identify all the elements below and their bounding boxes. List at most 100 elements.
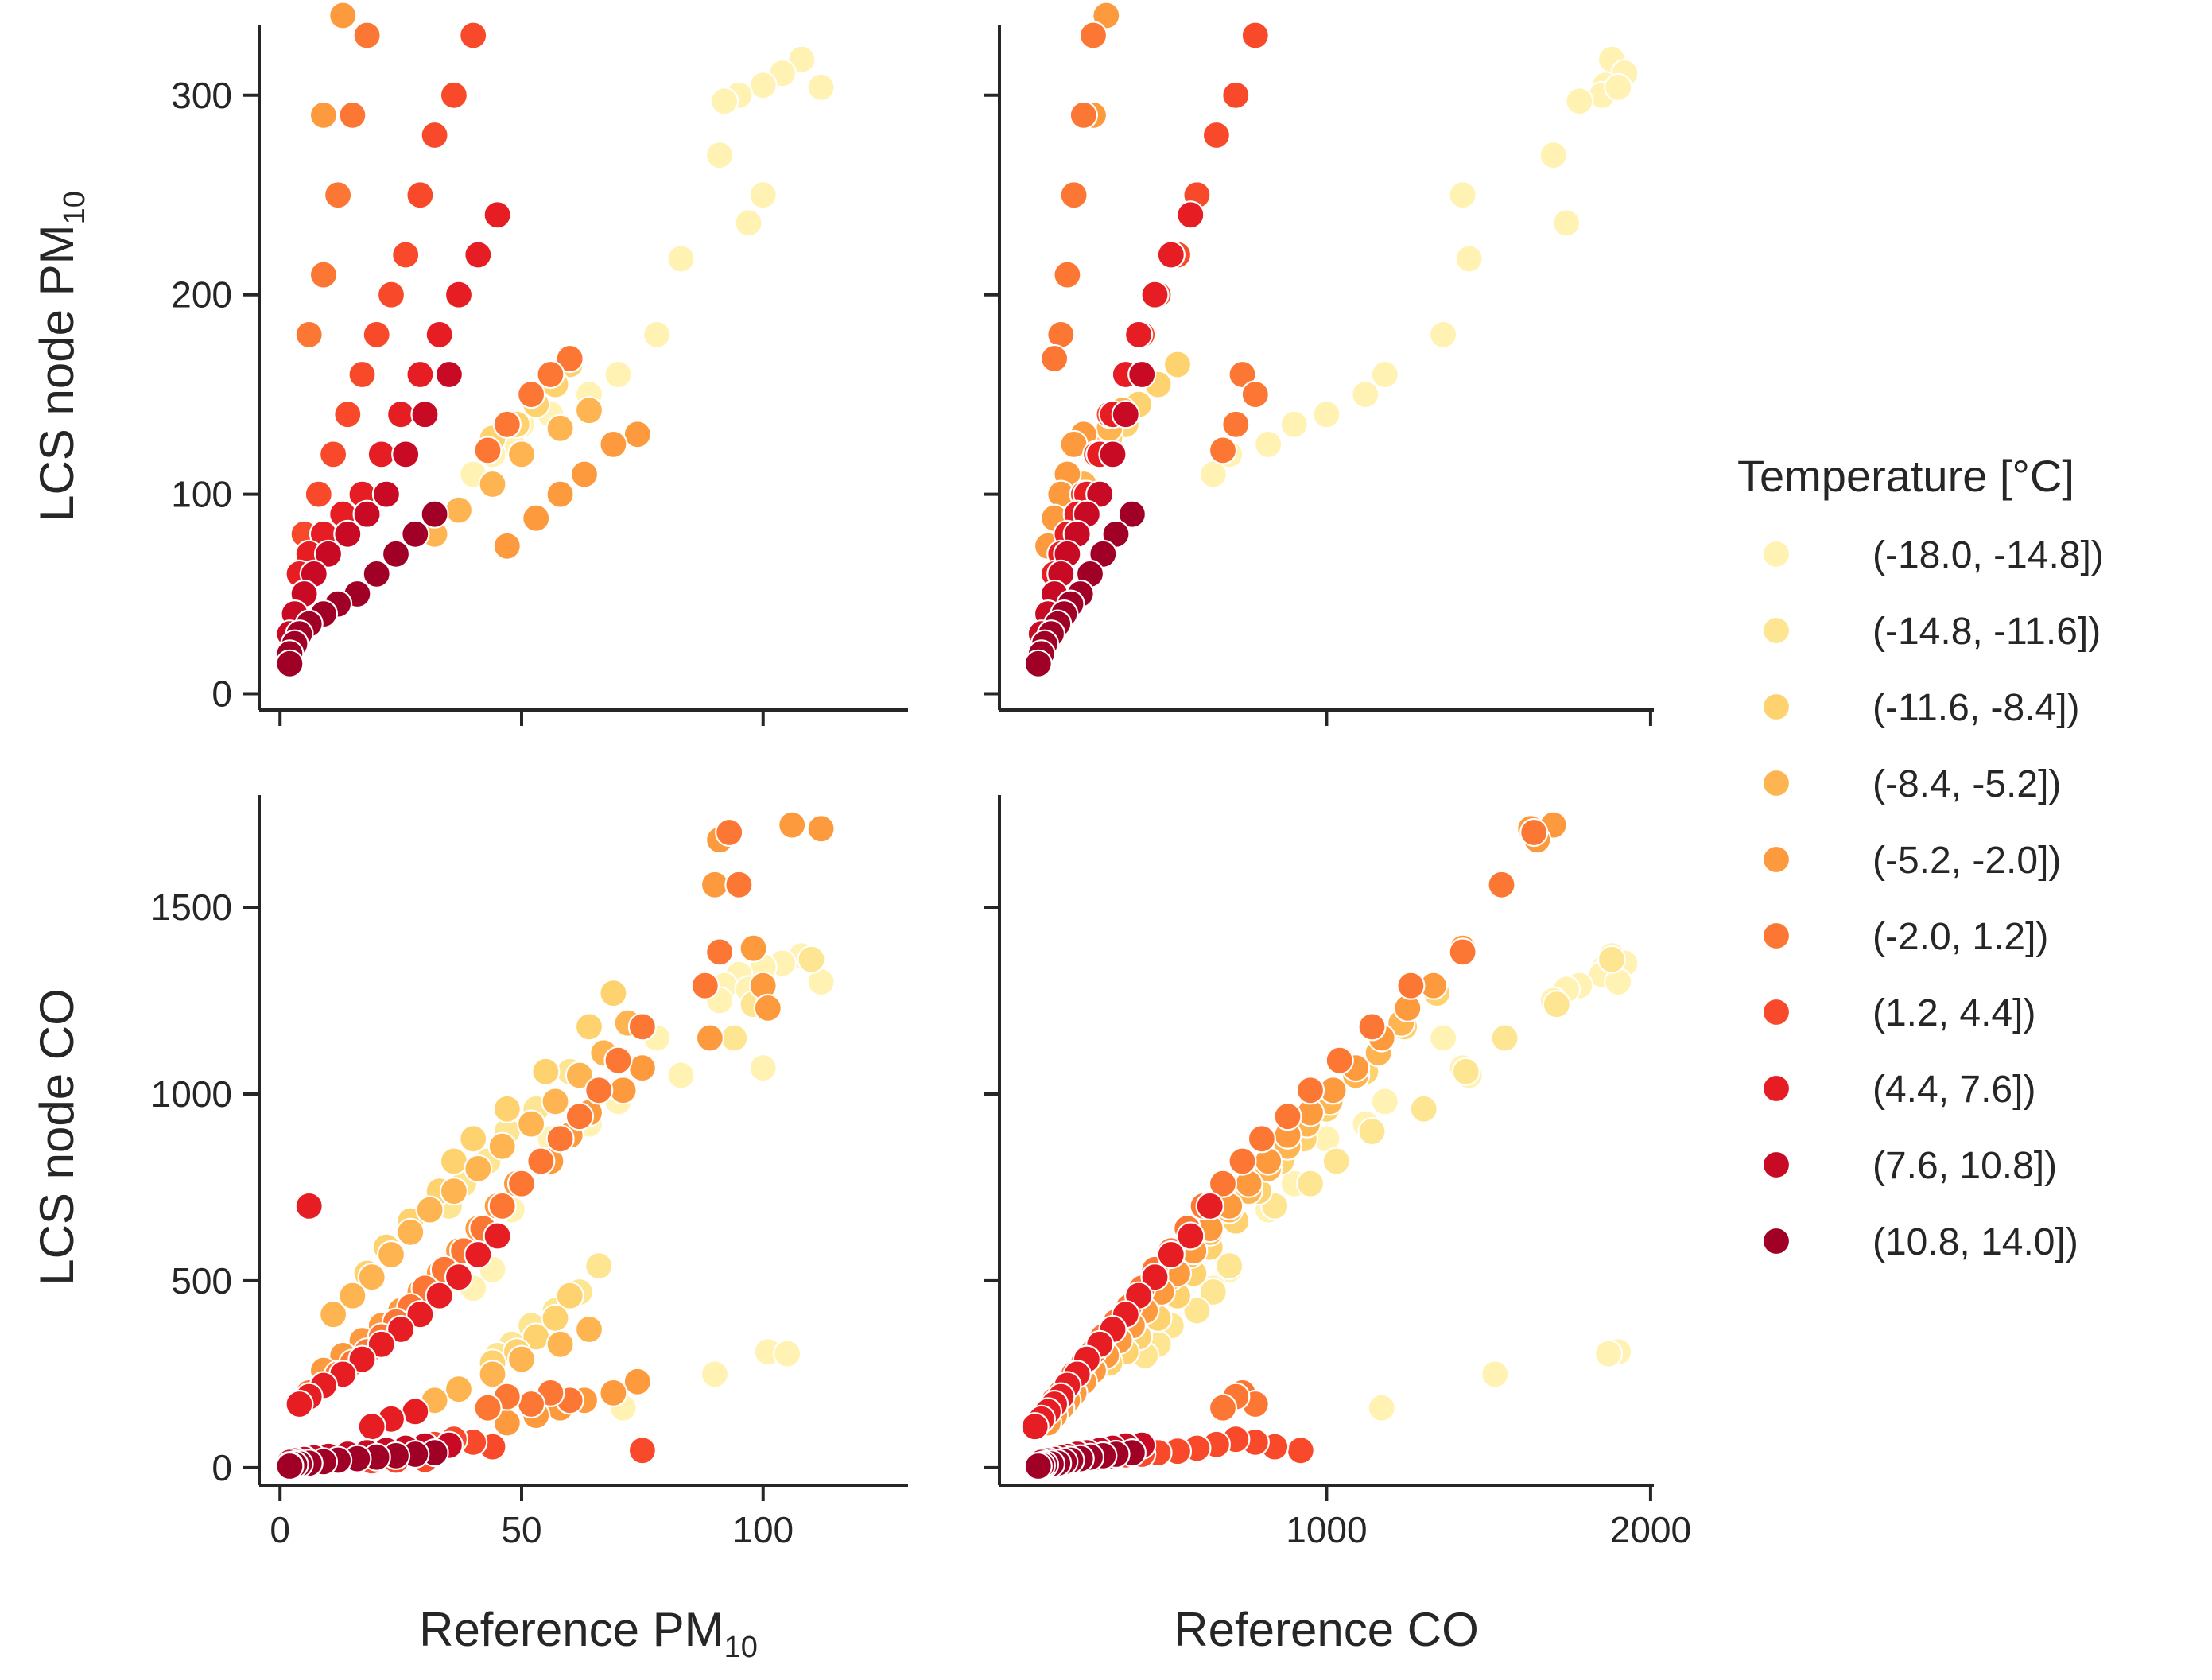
legend-marker-3 (1761, 768, 1791, 798)
point-bin5-r0-c1-28 (1208, 436, 1238, 465)
point-bin4-r0-c0-23 (309, 100, 338, 130)
point-bin0-r0-c1-6 (1551, 208, 1581, 238)
point-bin5-r1-c1-0 (1519, 817, 1549, 848)
point-bin3-r1-c0-2 (565, 1061, 595, 1090)
point-bin1-r1-c1-11 (1182, 1296, 1212, 1325)
point-bin7-r1-c0-3 (444, 1263, 474, 1292)
point-bin5-r1-c0-7 (565, 1102, 595, 1131)
point-bin5-r0-c1-26 (1240, 380, 1270, 409)
point-bin7-r1-c1-2 (1156, 1240, 1186, 1270)
point-bin6-r0-c0-9 (347, 359, 377, 390)
point-bin3-r1-c0-17 (478, 1360, 507, 1389)
point-bin2-r1-c0-3 (492, 1094, 522, 1123)
point-bin8-r0-c0-5 (333, 519, 363, 549)
point-bin4-r1-c0-7 (695, 1023, 725, 1053)
point-bin5-r1-c1-5 (1325, 1046, 1354, 1075)
y-tick-label-r0-100: 100 (171, 474, 232, 515)
point-bin3-r1-c0-9 (396, 1217, 425, 1247)
point-bin4-r0-c0-26 (569, 460, 600, 489)
legend-label-1: (-14.8, -11.6]) (1872, 611, 2101, 653)
point-bin6-r0-c0-11 (319, 440, 348, 469)
point-bin5-r1-c1-4 (1357, 1012, 1387, 1042)
point-bin0-r1-c1-20 (1480, 1360, 1510, 1389)
legend-marker-2 (1761, 692, 1791, 722)
point-bin9-r0-c0-11 (275, 649, 305, 678)
point-bin8-r0-c0-1 (410, 400, 440, 429)
point-bin8-r0-c0-3 (371, 479, 401, 509)
point-bin0-r0-c0-7 (704, 141, 735, 170)
point-bin6-r0-c0-8 (362, 320, 391, 349)
point-bin9-r0-c1-0 (1117, 499, 1147, 529)
point-bin0-r1-c1-11 (1370, 1087, 1399, 1116)
legend-label-6: (1.2, 4.4]) (1872, 992, 2035, 1034)
point-bin5-r0-c0-22 (309, 260, 338, 289)
point-bin9-r0-c1-11 (1023, 649, 1053, 678)
point-bin8-r0-c0-2 (391, 440, 421, 469)
point-bin5-r1-c0-28 (473, 1393, 503, 1422)
point-bin0-r0-c1-5 (1565, 87, 1594, 116)
legend-entries: (-18.0, -14.8]) (-14.8, -11.6]) (-11.6, -8… (1761, 534, 2104, 1263)
legend-label-0: (-18.0, -14.8]) (1872, 534, 2104, 576)
point-bin0-r1-c1-10 (1428, 1023, 1458, 1053)
point-bin7-r0-c0-3 (444, 280, 474, 309)
x-axis-title-pm10: Reference PM10 (419, 1603, 758, 1664)
point-bin4-r1-c0-8 (627, 1053, 658, 1083)
point-bin4-r1-c0-3 (700, 870, 730, 899)
point-bin6-r0-c1-4 (1201, 120, 1232, 150)
point-bin6-r0-c0-10 (333, 400, 363, 429)
y-axis-title-pm10: LCS node PM10 (30, 191, 91, 522)
point-bin3-r1-c0-15 (545, 1329, 575, 1359)
point-bin0-r1-c0-9 (666, 1061, 696, 1090)
scatter-panels: 0 100 200 300 0 500 1000 1500 0 50 100 1000 2000 (151, 1, 1691, 1550)
y-tick-label-r1-500: 500 (171, 1260, 232, 1302)
point-bin9-r0-c0-1 (401, 519, 430, 549)
point-bin4-r1-c0-4 (739, 933, 768, 963)
point-bin7-r1-c1-1 (1176, 1221, 1205, 1251)
point-bin1-r1-c0-0 (797, 945, 826, 974)
point-bin0-r0-c0-2 (748, 71, 778, 100)
point-bin7-r1-c0-15 (357, 1412, 386, 1441)
point-bin5-r0-c1-23 (1046, 320, 1076, 349)
point-bin1-r1-c1-1 (1542, 990, 1571, 1019)
point-bin9-r0-c0-2 (381, 539, 411, 568)
legend-label-4: (-5.2, -2.0]) (1872, 840, 2061, 882)
point-bin5-r1-c0-26 (516, 1389, 546, 1419)
point-bin1-r1-c1-6 (1321, 1147, 1351, 1176)
point-bin4-r1-c0-1 (778, 810, 807, 840)
x-tick-label-c0-100: 100 (732, 1509, 794, 1550)
legend-label-9: (10.8, 14.0]) (1872, 1221, 2078, 1263)
panel-r1-c1: 1000 2000 (984, 795, 1691, 1550)
y-tick-label-r1-0: 0 (211, 1447, 232, 1488)
point-bin5-r0-c1-21 (1059, 180, 1089, 210)
point-bin5-r1-c1-10 (1208, 1169, 1238, 1198)
point-bin4-r0-c0-29 (492, 531, 522, 561)
point-bin4-r1-c0-6 (753, 993, 782, 1023)
point-bin3-r1-c0-8 (415, 1195, 444, 1224)
point-bin7-r1-c0-5 (406, 1300, 435, 1329)
point-bin0-r0-c1-9 (1454, 244, 1484, 274)
legend: Temperature [°C] (-18.0, -14.8]) (-14.8, … (1737, 451, 2104, 1263)
point-bin3-r1-c0-16 (506, 1344, 537, 1374)
legend-title: Temperature [°C] (1737, 451, 2074, 501)
point-bin8-r0-c1-2 (1098, 440, 1127, 469)
point-bin0-r1-c1-21 (1367, 1393, 1396, 1422)
legend-marker-6 (1761, 997, 1791, 1027)
point-bin7-r0-c0-6 (386, 400, 416, 429)
point-bin7-r1-c0-1 (483, 1221, 512, 1251)
x-tick-label-c0-0: 0 (270, 1509, 290, 1550)
point-bin5-r0-c0-24 (555, 343, 584, 374)
point-bin8-r0-c1-1 (1111, 400, 1140, 429)
y-tick-label-r1-1000: 1000 (151, 1073, 232, 1115)
point-bin5-r1-c0-4 (627, 1012, 658, 1042)
point-bin1-r1-c1-0 (1597, 945, 1627, 974)
point-bin0-r0-c1-15 (1253, 429, 1283, 460)
point-bin2-r1-c0-2 (531, 1057, 561, 1086)
point-bin0-r0-c1-17 (1198, 460, 1228, 489)
point-bin7-r1-c0-12 (285, 1389, 314, 1419)
point-bin6-r0-c0-4 (420, 120, 449, 150)
point-bin0-r0-c0-10 (642, 320, 672, 349)
point-bin4-r1-c0-24 (623, 1367, 652, 1396)
point-bin2-r0-c1-10 (1162, 350, 1193, 379)
point-bin7-r0-c1-4 (1123, 320, 1154, 349)
